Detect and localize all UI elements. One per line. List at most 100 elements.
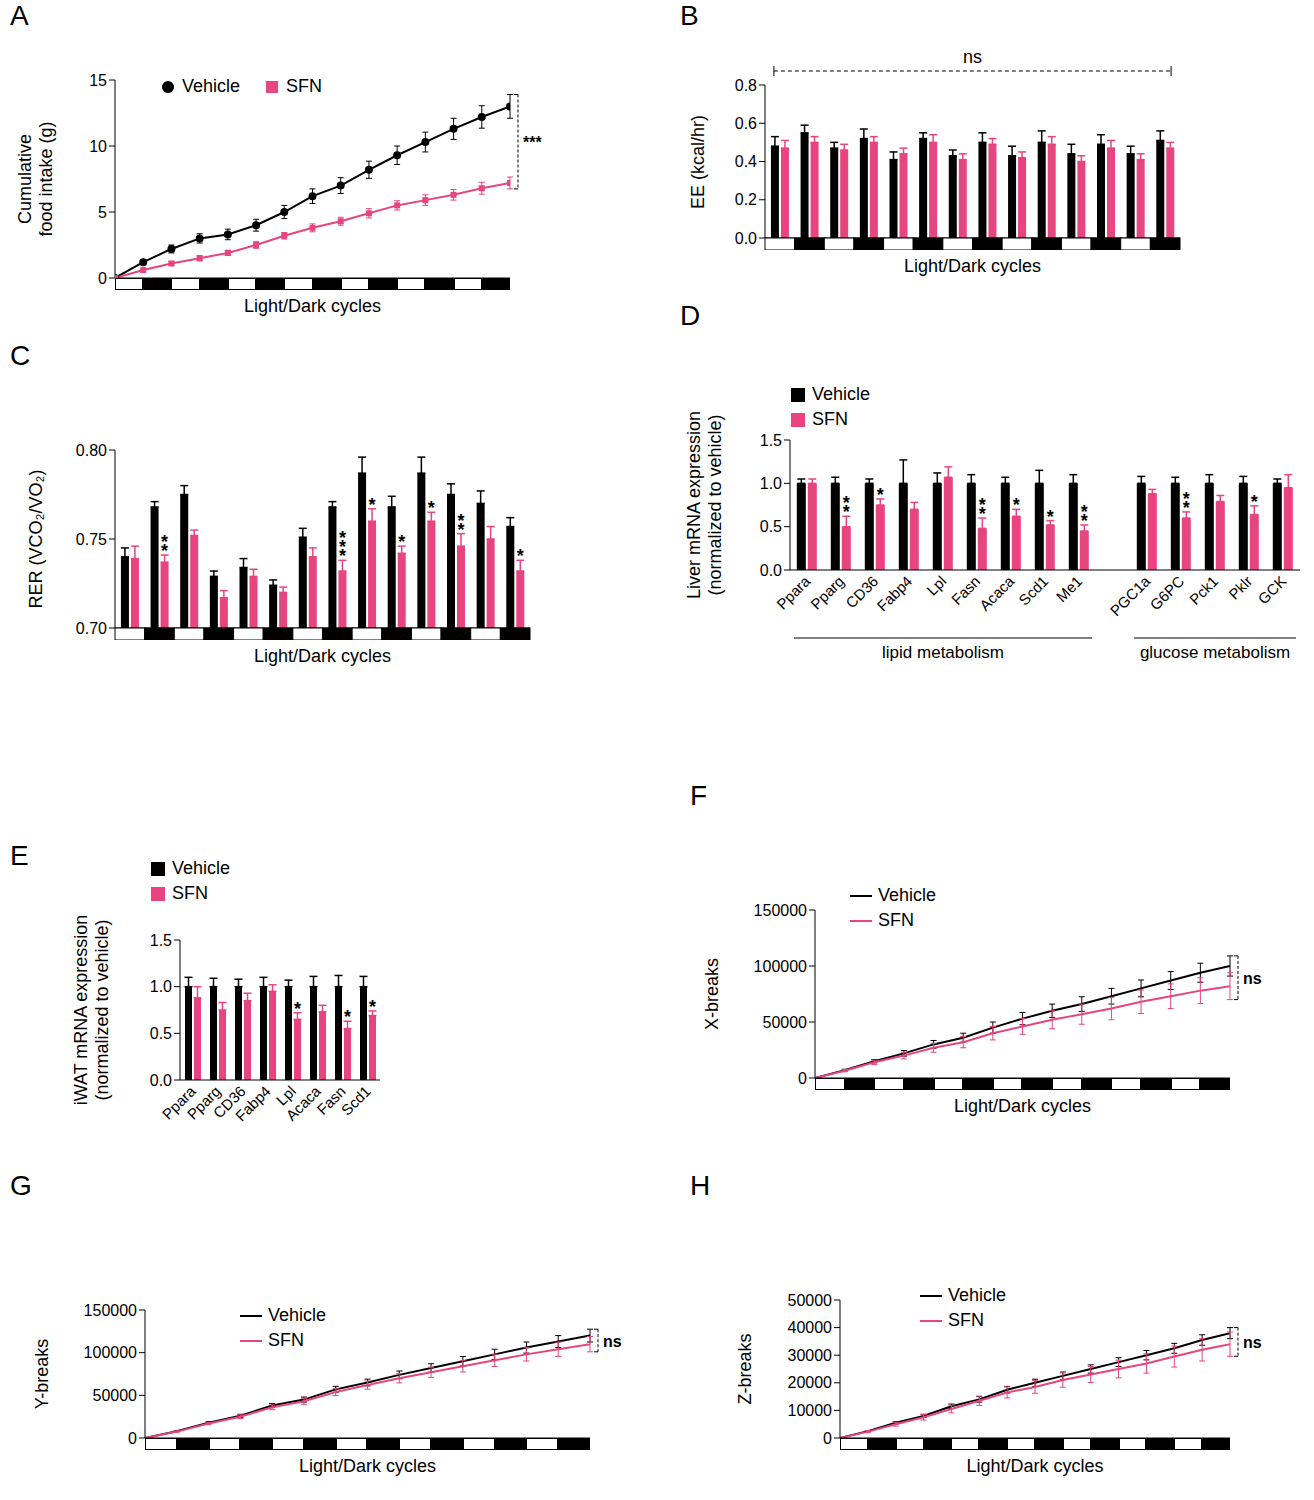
html-text:RER (VCO₂/VO₂): RER (VCO₂/VO₂): [25, 469, 46, 609]
svg-text:10: 10: [89, 138, 107, 155]
html-text:EE (kcal/hr): EE (kcal/hr): [687, 114, 708, 209]
svg-text:Me1: Me1: [1053, 572, 1086, 605]
svg-text:*: *: [877, 485, 884, 505]
html-text:Z-breaks: Z-breaks: [734, 1333, 755, 1405]
html-text:(normalized to vehicle): (normalized to vehicle): [92, 919, 112, 1101]
svg-text:**: **: [1183, 489, 1190, 518]
svg-text:30000: 30000: [788, 1347, 833, 1364]
svg-text:Fabp4: Fabp4: [232, 1082, 274, 1124]
html-text:SFN: SFN: [172, 883, 208, 903]
html-text:food intake (g): food intake (g): [36, 121, 56, 237]
svg-text:100000: 100000: [754, 958, 807, 975]
html-text:Light/Dark cycles: Light/Dark cycles: [254, 646, 391, 666]
svg-text:0.8: 0.8: [735, 77, 757, 94]
svg-text:100000: 100000: [84, 1344, 137, 1361]
svg-text:Pparg: Pparg: [807, 572, 847, 612]
svg-text:lipid metabolism: lipid metabolism: [882, 643, 1004, 662]
html-text:Vehicle: Vehicle: [878, 885, 936, 905]
svg-text:1.5: 1.5: [760, 432, 782, 449]
svg-text:0.4: 0.4: [735, 153, 757, 170]
svg-text:150000: 150000: [754, 902, 807, 919]
html-text:Cumulative: Cumulative: [15, 134, 36, 224]
svg-text:50000: 50000: [93, 1387, 138, 1404]
html-text:Light/Dark cycles: Light/Dark cycles: [244, 296, 381, 316]
svg-text:1.0: 1.0: [760, 475, 782, 492]
html-text:D: D: [680, 300, 701, 331]
html-text:Light/Dark cycles: Light/Dark cycles: [904, 256, 1041, 276]
svg-text:Pklr: Pklr: [1225, 572, 1255, 602]
svg-text:ns: ns: [603, 1333, 622, 1350]
svg-text:*: *: [369, 997, 376, 1017]
html-text:Vehicle: Vehicle: [172, 858, 230, 878]
svg-text:***: ***: [523, 134, 542, 151]
svg-text:150000: 150000: [84, 1302, 137, 1319]
svg-text:**: **: [1081, 502, 1088, 531]
svg-text:Pparg: Pparg: [183, 1082, 224, 1123]
svg-text:0: 0: [98, 270, 107, 287]
html-text:SFN: SFN: [268, 1330, 304, 1350]
html-text:Light/Dark cycles: Light/Dark cycles: [954, 1096, 1091, 1116]
svg-text:GCK: GCK: [1254, 572, 1289, 607]
svg-text:0.75: 0.75: [76, 531, 107, 548]
svg-text:CD36: CD36: [842, 572, 882, 612]
svg-text:CD36: CD36: [209, 1082, 249, 1122]
svg-text:0.80: 0.80: [76, 442, 107, 459]
html-text:Vehicle: Vehicle: [268, 1305, 326, 1325]
html-text:X-breaks: X-breaks: [701, 958, 722, 1030]
svg-text:0.0: 0.0: [150, 1072, 172, 1089]
svg-text:Lpl: Lpl: [272, 1082, 299, 1109]
html-text:SFN: SFN: [812, 409, 848, 429]
html-text:(normalized to vehicle): (normalized to vehicle): [705, 414, 725, 596]
html-text:C: C: [10, 340, 31, 371]
html-text:SFN: SFN: [286, 76, 322, 96]
svg-text:*: *: [294, 999, 301, 1019]
svg-text:Acaca: Acaca: [976, 572, 1018, 614]
svg-text:Fasn: Fasn: [313, 1082, 349, 1118]
svg-text:0: 0: [798, 1070, 807, 1087]
svg-text:0: 0: [128, 1430, 137, 1447]
html-text:G: G: [10, 1170, 32, 1201]
svg-text:50000: 50000: [763, 1014, 808, 1031]
svg-text:10000: 10000: [788, 1402, 833, 1419]
svg-text:0.6: 0.6: [735, 115, 757, 132]
svg-text:50000: 50000: [788, 1292, 833, 1309]
svg-text:Lpl: Lpl: [923, 572, 949, 598]
svg-text:0.0: 0.0: [735, 230, 757, 247]
svg-text:PGC1a: PGC1a: [1107, 572, 1154, 619]
svg-text:Ppara: Ppara: [773, 572, 814, 613]
svg-text:glucose metabolism: glucose metabolism: [1140, 643, 1290, 662]
html-text:Vehicle: Vehicle: [182, 76, 240, 96]
svg-text:1.5: 1.5: [150, 932, 172, 949]
svg-text:0.5: 0.5: [760, 518, 782, 535]
html-text:H: H: [690, 1170, 711, 1201]
svg-text:1.0: 1.0: [150, 978, 172, 995]
svg-text:Pck1: Pck1: [1186, 572, 1222, 608]
svg-text:Scd1: Scd1: [338, 1082, 374, 1118]
html-text:SFN: SFN: [878, 910, 914, 930]
svg-text:20000: 20000: [788, 1374, 833, 1391]
svg-text:*: *: [1047, 507, 1054, 527]
html-text:Vehicle: Vehicle: [812, 384, 870, 404]
svg-text:Scd1: Scd1: [1015, 572, 1051, 608]
svg-text:0.5: 0.5: [150, 1025, 172, 1042]
svg-text:15: 15: [89, 72, 107, 89]
svg-text:ns: ns: [963, 47, 982, 67]
svg-text:5: 5: [98, 204, 107, 221]
svg-text:ns: ns: [1243, 970, 1262, 987]
svg-text:Fabp4: Fabp4: [873, 572, 915, 614]
svg-text:ns: ns: [1243, 1334, 1262, 1351]
html-text:Liver mRNA expression: Liver mRNA expression: [684, 411, 705, 599]
svg-text:Fasn: Fasn: [947, 572, 984, 608]
svg-text:*: *: [1013, 495, 1020, 515]
svg-text:40000: 40000: [788, 1319, 833, 1336]
svg-text:0.70: 0.70: [76, 620, 107, 637]
svg-text:Acaca: Acaca: [282, 1082, 324, 1124]
html-text:Light/Dark cycles: Light/Dark cycles: [299, 1456, 436, 1476]
html-text:Y-breaks: Y-breaks: [31, 1338, 52, 1410]
svg-text:G6PC: G6PC: [1146, 572, 1187, 613]
svg-text:0: 0: [823, 1430, 832, 1447]
svg-text:0.2: 0.2: [735, 191, 757, 208]
html-text:iWAT mRNA expression: iWAT mRNA expression: [71, 914, 92, 1106]
svg-text:Ppara: Ppara: [158, 1082, 199, 1123]
svg-text:0.0: 0.0: [760, 562, 782, 579]
